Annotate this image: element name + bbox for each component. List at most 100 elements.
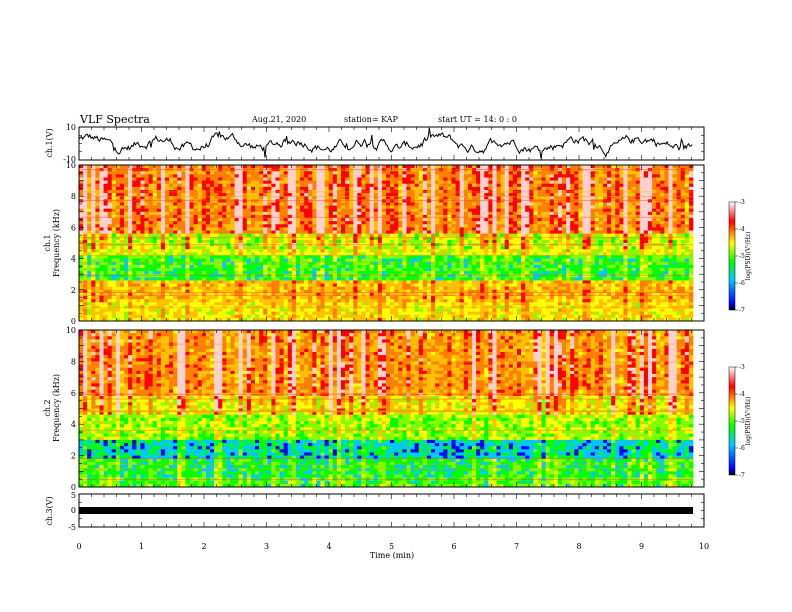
ch1-spectrogram-cell (381, 186, 387, 191)
ch1-spectrogram-cell (635, 214, 641, 219)
ch1-spectrogram-cell (516, 165, 522, 169)
ch1-spectrogram-cell (193, 218, 198, 222)
ch1-spectrogram-cell (361, 246, 366, 250)
ch1-spectrogram-cell (205, 165, 211, 169)
ch1-spectrogram-cell (459, 230, 465, 234)
ch1-spectrogram-cell (549, 246, 555, 250)
ch1-spectrogram-cell (398, 221, 403, 225)
ch1-spectrogram-cell (656, 227, 661, 231)
ch1-spectrogram-cell (549, 255, 555, 259)
ch1-spectrogram-cell (484, 246, 489, 250)
ch1-spectrogram-cell (508, 227, 514, 231)
ch1-spectrogram-cell (639, 180, 645, 185)
ch1-spectrogram-cell (316, 214, 321, 219)
ch1-spectrogram-cell (467, 255, 473, 259)
ch1-spectrogram-cell (79, 214, 84, 219)
ch1-spectrogram-cell (103, 180, 108, 185)
ch1-spectrogram-cell (590, 239, 596, 244)
ch1-spectrogram-cell (218, 236, 223, 241)
ch1-spectrogram-cell (218, 214, 223, 219)
ch1-spectrogram-cell (521, 246, 526, 250)
ch1-spectrogram-cell (390, 211, 395, 216)
ch1-spectrogram-cell (615, 230, 620, 234)
ch1-spectrogram-cell (287, 233, 293, 238)
ch1-spectrogram-cell (283, 193, 289, 197)
ch1-spectrogram-cell (275, 205, 280, 209)
ch1-spectrogram-cell (500, 199, 505, 203)
ch1-spectrogram-cell (381, 199, 387, 203)
ch1-spectrogram-cell (201, 199, 207, 203)
ch1-spectrogram-cell (381, 211, 387, 216)
ch1-spectrogram-cell (115, 233, 121, 238)
ch1-spectrogram-cell (136, 180, 141, 185)
ch1-spectrogram-cell (91, 249, 96, 253)
ch1-spectrogram-cell (259, 211, 264, 216)
ch1-spectrogram-cell (181, 211, 186, 216)
ch1-spectrogram-cell (238, 199, 244, 203)
ch1-spectrogram-cell (586, 227, 591, 231)
ch1-spectrogram-cell (476, 249, 481, 253)
ch1-spectrogram-cell (361, 224, 366, 228)
ch1-spectrogram-cell (99, 199, 104, 203)
ch1-spectrogram-cell (410, 258, 415, 263)
ch1-spectrogram-cell (320, 196, 325, 200)
ch1-spectrogram-cell (435, 252, 440, 256)
ch1-spectrogram-cell (316, 202, 321, 206)
ch1-spectrogram-cell (124, 221, 129, 225)
ch1-spectrogram-cell (214, 261, 219, 266)
ch1-spectrogram-cell (386, 180, 391, 185)
ch1-spectrogram-cell (578, 221, 583, 225)
ch1-spectrogram-cell (443, 230, 448, 234)
ch1-spectrogram-cell (320, 221, 325, 225)
ch1-spectrogram-cell (140, 186, 145, 191)
ch1-spectrogram-cell (611, 177, 616, 181)
ch1-spectrogram-cell (283, 261, 289, 266)
ch1-spectrogram-cell (545, 224, 551, 228)
ch1-spectrogram-cell (668, 193, 673, 197)
ch1-spectrogram-cell (582, 202, 587, 206)
ch1-spectrogram-cell (328, 218, 334, 222)
ch1-spectrogram-cell (410, 224, 415, 228)
ch1-spectrogram-cell (570, 233, 575, 238)
ch1-spectrogram-cell (566, 218, 571, 222)
ch1-spectrogram-cell (373, 174, 379, 178)
ch1-spectrogram-cell (431, 208, 436, 213)
ch1-spectrogram-cell (488, 186, 493, 191)
ch1-spectrogram-cell (607, 246, 612, 250)
ch1-spectrogram-cell (226, 186, 231, 191)
ch1-spectrogram-cell (414, 193, 420, 197)
ch1-spectrogram-cell (607, 196, 612, 200)
ch1-spectrogram-cell (557, 258, 563, 263)
ch1-spectrogram-cell (402, 211, 407, 216)
ch1-spectrogram-cell (222, 230, 227, 234)
ch1-spectrogram-cell (361, 230, 366, 234)
ch1-spectrogram-cell (136, 224, 141, 228)
ch1-spectrogram-cell (611, 193, 616, 197)
ch1-spectrogram-cell (447, 233, 452, 238)
ch1-spectrogram-cell (463, 236, 469, 241)
ch1-spectrogram-cell (652, 252, 657, 256)
ch1-spectrogram-cell (643, 199, 649, 203)
ch1-spectrogram-cell (418, 258, 424, 263)
ch1-spectrogram-cell (402, 258, 407, 263)
ch1-spectrogram-cell (373, 193, 379, 197)
ch1-spectrogram-cell (345, 227, 350, 231)
ch1-spectrogram-cell (398, 208, 403, 213)
ch1-spectrogram-cell (185, 193, 190, 197)
ch1-spectrogram-cell (463, 230, 469, 234)
ch1-spectrogram-cell (275, 233, 280, 238)
ch1-spectrogram-cell (529, 202, 534, 206)
ch1-spectrogram-cell (455, 221, 460, 225)
ch1-spectrogram-cell (480, 246, 485, 250)
ch1-spectrogram-cell (250, 224, 256, 228)
ch1-spectrogram-cell (553, 224, 559, 228)
ch1-spectrogram-cell (320, 199, 325, 203)
ch1-spectrogram-cell (598, 261, 604, 266)
ch1-spectrogram-cell (467, 233, 473, 238)
ch1-spectrogram-cell (238, 227, 244, 231)
ch1-spectrogram-cell (480, 208, 485, 213)
ch1-spectrogram-cell (590, 193, 596, 197)
ch1-spectrogram-cell (205, 177, 211, 181)
ch1-spectrogram-cell (660, 193, 665, 197)
